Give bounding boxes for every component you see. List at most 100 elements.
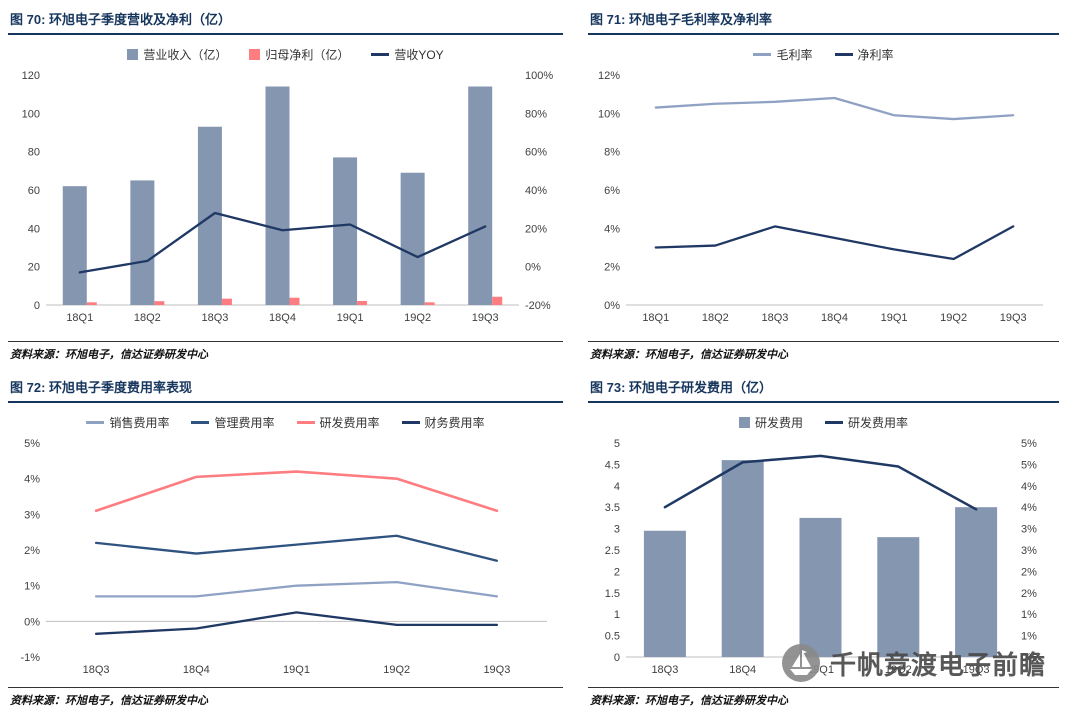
legend-label: 销售费用率 xyxy=(109,416,170,430)
right-axis-label: -20% xyxy=(525,300,551,312)
category-label: 19Q1 xyxy=(283,664,310,676)
category-label: 19Q2 xyxy=(885,664,912,676)
source-note-fig71: 资料来源：环旭电子，信达证券研发中心 xyxy=(588,341,1059,368)
legend-line-marker xyxy=(753,53,772,56)
chart-legend-fig72: 销售费用率 管理费用率 研发费用率 财务费用率 xyxy=(8,414,563,431)
left-axis-label: 2% xyxy=(24,545,40,557)
category-label: 19Q3 xyxy=(472,312,499,324)
right-axis-label: 1% xyxy=(1021,609,1037,621)
bar xyxy=(86,302,97,305)
category-label: 19Q1 xyxy=(881,312,908,324)
right-axis-label: 5% xyxy=(1021,459,1037,471)
left-axis-label: 4.5 xyxy=(605,459,620,471)
left-axis-label: 80 xyxy=(28,147,40,159)
category-label: 18Q1 xyxy=(642,312,669,324)
right-axis-label: 0% xyxy=(1021,652,1037,664)
bar xyxy=(721,460,764,657)
category-label: 18Q4 xyxy=(183,664,210,676)
line-series xyxy=(663,454,978,511)
legend-item: 管理费用率 xyxy=(191,414,275,431)
spacer xyxy=(8,679,563,687)
legend-item: 研发费用 xyxy=(738,414,803,431)
chart-legend-fig73: 研发费用 研发费用率 xyxy=(588,414,1059,431)
legend-item: 财务费用率 xyxy=(401,414,485,431)
right-axis-label: 40% xyxy=(525,185,547,197)
left-axis-label: 8% xyxy=(604,147,620,159)
legend-line-marker xyxy=(86,421,105,424)
category-label: 18Q3 xyxy=(651,664,678,676)
right-axis-label: 3% xyxy=(1021,545,1037,557)
legend-line-marker xyxy=(401,421,420,424)
line-series xyxy=(654,96,1015,121)
legend-line-marker xyxy=(296,421,315,424)
category-label: 19Q1 xyxy=(337,312,364,324)
chart-title-fig70: 图 70: 环旭电子季度营收及净利（亿） xyxy=(8,0,563,35)
legend-item: 归母净利（亿） xyxy=(249,46,349,63)
legend-label: 营业收入（亿） xyxy=(143,48,228,62)
left-axis-label: 2% xyxy=(604,262,620,274)
line-series xyxy=(654,225,1015,261)
category-label: 19Q1 xyxy=(807,664,834,676)
legend-item: 研发费用率 xyxy=(296,414,380,431)
left-axis-label: 40 xyxy=(28,223,40,235)
chart-fig72: -1% 0% 1% 2% 3% 4% 5% 18Q3 18Q4 19Q1 19Q2 19Q3 xyxy=(20,438,547,676)
left-axis-label: 2.5 xyxy=(605,545,620,557)
category-label: 19Q3 xyxy=(963,664,990,676)
left-axis-label: 3% xyxy=(24,509,40,521)
legend-label: 管理费用率 xyxy=(214,416,275,430)
legend-label: 研发费用 xyxy=(754,416,803,430)
legend-label: 研发费用率 xyxy=(848,416,909,430)
left-axis-label: 2 xyxy=(614,566,620,578)
line-series xyxy=(78,211,487,274)
bar xyxy=(643,530,686,657)
legend-item: 净利率 xyxy=(834,46,894,63)
left-axis-label: 0% xyxy=(24,616,40,628)
chart-legend-fig71: 毛利率 净利率 xyxy=(588,46,1059,63)
left-axis-label: 0% xyxy=(604,300,620,312)
category-label: 19Q2 xyxy=(940,312,967,324)
right-axis-label: 60% xyxy=(525,147,547,159)
bar xyxy=(62,186,87,305)
bar xyxy=(877,537,920,657)
source-note-fig70: 资料来源：环旭电子，信达证券研发中心 xyxy=(8,341,563,368)
bar xyxy=(492,296,503,305)
bar xyxy=(799,517,842,657)
bar xyxy=(221,298,232,305)
spacer xyxy=(588,327,1059,341)
left-axis-label: 0 xyxy=(34,300,40,312)
legend-line-marker xyxy=(371,53,390,56)
line-series xyxy=(94,580,499,598)
legend-label: 营收YOY xyxy=(394,48,444,62)
left-axis-label: 12% xyxy=(598,70,620,82)
left-axis-label: 1.5 xyxy=(605,588,620,600)
line-series xyxy=(94,470,499,513)
category-label: 18Q4 xyxy=(821,312,848,324)
left-axis-label: 3.5 xyxy=(605,502,620,514)
legend-item: 营业收入（亿） xyxy=(127,46,227,63)
left-axis-label: 4% xyxy=(24,474,40,486)
line-series xyxy=(94,611,499,635)
chart-fig71: 0% 2% 4% 6% 8% 10% 12% 18Q1 18Q2 18Q3 18Q4 19Q1 19Q2… xyxy=(598,70,1043,324)
left-axis-label: 10% xyxy=(598,108,620,120)
right-axis-label: 3% xyxy=(1021,524,1037,536)
bar xyxy=(424,302,435,305)
bar xyxy=(289,297,300,305)
legend-item: 营收YOY xyxy=(371,46,444,63)
left-axis-label: 5% xyxy=(24,438,40,450)
spacer xyxy=(588,679,1059,687)
left-axis-label: 0.5 xyxy=(605,631,620,643)
chart-fig73: 0 0.5 1 1.5 2 2.5 3 3.5 4 4.5 5 0% 1% 1% 2% 2% 3% 3% 4% 4% 5… xyxy=(605,438,1037,676)
spacer xyxy=(8,327,563,341)
left-axis-label: 20 xyxy=(28,262,40,274)
panel-fig72: 图 72: 环旭电子季度费用率表现 销售费用率 管理费用率 研发费用率 财务费用率 -… xyxy=(8,368,563,714)
right-axis-label: 2% xyxy=(1021,588,1037,600)
right-axis-label: 5% xyxy=(1021,438,1037,450)
left-axis-label: 6% xyxy=(604,185,620,197)
left-axis-label: 0 xyxy=(614,652,620,664)
legend-item: 研发费用率 xyxy=(825,414,908,431)
panel-fig70: 图 70: 环旭电子季度营收及净利（亿） 营业收入（亿） 归母净利（亿） 营收YOY… xyxy=(8,0,563,368)
chart-fig70: 0 20 40 60 80 100 120 -20% 0% 20% 40% 60% 80% 100% 18Q… xyxy=(22,70,554,324)
category-label: 18Q3 xyxy=(201,312,228,324)
right-axis-label: 4% xyxy=(1021,502,1037,514)
